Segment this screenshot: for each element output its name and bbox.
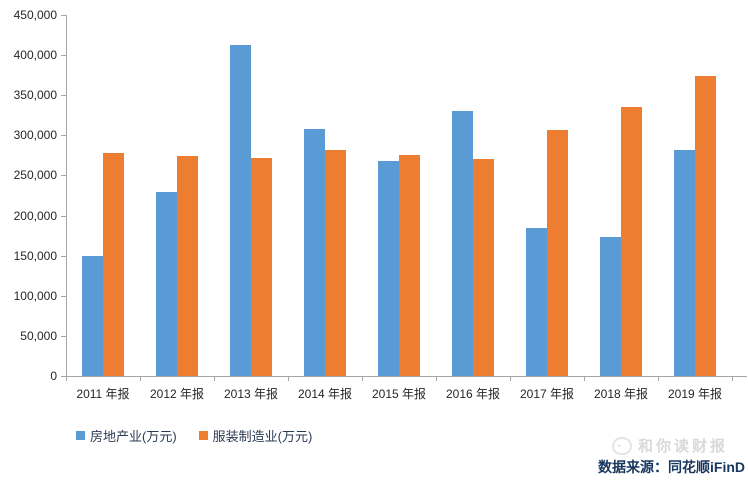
- y-tick: [61, 15, 66, 16]
- watermark-logo-icon: [611, 436, 632, 455]
- y-tick: [61, 215, 66, 217]
- y-tick: [61, 295, 66, 297]
- legend-swatch-blue-icon: [76, 431, 85, 440]
- x-axis-label: 2018 年报: [593, 387, 649, 401]
- bar-series0-2019: [674, 149, 695, 376]
- watermark: 和你读财报: [611, 435, 728, 456]
- legend: 房地产业(万元) 服装制造业(万元): [76, 426, 312, 445]
- y-axis-label: 200,000: [13, 208, 57, 223]
- x-axis-label: 2019 年报: [667, 387, 723, 401]
- x-axis-line: [66, 376, 747, 377]
- legend-item-series0: 房地产业(万元): [76, 426, 177, 445]
- x-axis-label: 2011 年报: [76, 387, 130, 401]
- x-tick: [510, 377, 511, 381]
- y-tick: [61, 175, 66, 177]
- y-axis-label: 400,000: [13, 48, 57, 63]
- x-axis-label: 2012 年报: [149, 387, 205, 401]
- bar-series0-2012: [156, 192, 177, 376]
- x-tick: [362, 377, 363, 381]
- y-axis-label: 350,000: [13, 88, 57, 103]
- bar-series0-2011: [82, 256, 103, 376]
- bar-series1-2015: [399, 155, 420, 376]
- x-axis-label: 2015 年报: [371, 387, 427, 401]
- x-tick: [140, 377, 141, 381]
- y-axis-label: 100,000: [13, 288, 57, 303]
- x-axis-label: 2017 年报: [519, 387, 575, 401]
- watermark-text: 和你读财报: [637, 438, 728, 455]
- x-tick: [288, 377, 289, 381]
- bar-series1-2012: [177, 156, 198, 376]
- y-axis-label: 300,000: [13, 128, 57, 143]
- y-tick: [61, 95, 66, 97]
- bar-series1-2014: [325, 149, 346, 376]
- x-axis-label: 2014 年报: [297, 387, 353, 401]
- bar-series0-2015: [378, 161, 399, 376]
- data-source-label: 数据来源：同花顺iFinD: [598, 459, 745, 475]
- bar-series1-2019: [695, 75, 716, 376]
- y-axis-label: 0: [50, 369, 57, 383]
- bar-series0-2018: [600, 237, 621, 376]
- y-tick: [61, 335, 66, 337]
- x-tick: [436, 377, 437, 381]
- legend-label-series0: 房地产业(万元): [90, 429, 177, 444]
- x-tick: [66, 377, 67, 381]
- x-tick: [658, 377, 659, 381]
- y-tick: [61, 255, 66, 257]
- bar-series0-2014: [304, 128, 325, 376]
- bar-series1-2018: [621, 107, 642, 376]
- legend-item-series1: 服装制造业(万元): [198, 426, 313, 445]
- y-tick: [61, 55, 66, 57]
- y-axis-line: [66, 15, 67, 377]
- legend-label-series1: 服装制造业(万元): [212, 429, 313, 444]
- y-tick: [61, 376, 66, 377]
- x-tick: [214, 377, 215, 381]
- x-tick: [584, 377, 585, 381]
- x-axis-label: 2013 年报: [223, 387, 279, 401]
- bar-series0-2016: [452, 111, 473, 376]
- bar-series1-2011: [103, 152, 124, 376]
- bar-series0-2017: [526, 227, 547, 376]
- y-axis-label: 150,000: [13, 248, 57, 263]
- y-tick: [61, 135, 66, 137]
- y-axis-label: 450,000: [13, 8, 57, 22]
- x-axis-label: 2016 年报: [445, 387, 501, 401]
- y-axis-label: 50,000: [20, 328, 57, 343]
- bar-series1-2016: [473, 158, 494, 376]
- legend-swatch-orange-icon: [198, 431, 208, 440]
- bar-series1-2013: [251, 157, 272, 376]
- x-tick: [732, 377, 733, 381]
- bar-series1-2017: [547, 129, 568, 376]
- bar-series0-2013: [230, 45, 251, 376]
- y-axis-label: 250,000: [13, 168, 57, 183]
